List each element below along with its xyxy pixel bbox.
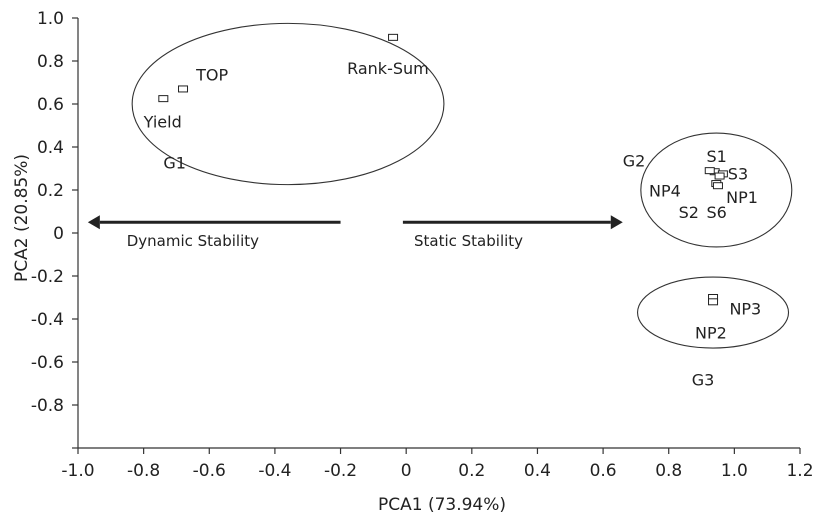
y-tick-label: -0.8 [31, 396, 64, 416]
stability-arrows: Dynamic Stability Static Stability [87, 215, 623, 250]
stability-label: Static Stability [414, 232, 523, 250]
x-tick-label: -0.6 [193, 461, 226, 481]
y-tick-label: 0 [53, 224, 64, 244]
x-axis-label: PCA1 (73.94%) [378, 495, 506, 515]
x-tick-label: 0 [401, 461, 412, 481]
axes: 1.0 0.8 0.6 0.4 0.2 0 -0.2 -0.4 -0.6 -0.8 -1.0 -0.8… [31, 9, 814, 481]
y-axis-label: PCA2 (20.85%) [12, 154, 32, 282]
point-label: S1 [706, 147, 726, 166]
y-tick-label: -0.4 [31, 310, 64, 330]
group-label: G1 [163, 154, 186, 173]
stability-label: Dynamic Stability [127, 232, 259, 250]
x-tick-label: 0.8 [655, 461, 682, 481]
data-point [388, 33, 399, 41]
x-tick-label: -0.2 [324, 461, 357, 481]
y-tick-label: 0.6 [37, 95, 64, 115]
x-tick-label: 1.0 [721, 461, 748, 481]
y-tick-label: 0.8 [37, 52, 64, 72]
x-tick-label: -1.0 [61, 461, 94, 481]
data-point [178, 85, 189, 93]
data-point [158, 95, 169, 103]
y-tick-label: -0.6 [31, 353, 64, 373]
data-point [704, 167, 715, 175]
data-points [158, 33, 728, 306]
x-tick-label: -0.4 [258, 461, 291, 481]
y-tick-label: 1.0 [37, 9, 64, 29]
y-tick-label: 0.2 [37, 181, 64, 201]
group-ellipse [636, 276, 790, 349]
point-label: Yield [143, 113, 182, 132]
x-tick-label: 0.2 [458, 461, 485, 481]
y-tick-label: 0.4 [37, 138, 64, 158]
point-label: NP1 [726, 188, 758, 207]
group-ellipse [131, 22, 445, 186]
x-tick-label: -0.8 [127, 461, 160, 481]
point-label: Rank-Sum [347, 59, 429, 78]
y-tick-label: -0.2 [31, 267, 64, 287]
point-label: TOP [195, 65, 228, 84]
stability-arrow-head [87, 215, 100, 230]
data-point [712, 182, 723, 190]
stability-arrow-head [610, 215, 623, 230]
group-ellipse [640, 132, 793, 248]
point-label: NP2 [695, 323, 727, 342]
group-ellipses: G1 G2 G3 [131, 22, 793, 390]
point-label: S2 [679, 203, 699, 222]
point-label: S6 [706, 203, 726, 222]
point-label: NP4 [649, 181, 681, 200]
point-label: S3 [728, 164, 748, 183]
data-point [708, 298, 719, 306]
x-tick-label: 0.6 [590, 461, 617, 481]
data-point [714, 172, 725, 180]
group-label: G2 [623, 151, 646, 170]
x-tick-label: 1.2 [786, 461, 813, 481]
point-label: NP3 [729, 300, 761, 319]
x-tick-label: 0.4 [524, 461, 551, 481]
group-label: G3 [692, 371, 715, 390]
